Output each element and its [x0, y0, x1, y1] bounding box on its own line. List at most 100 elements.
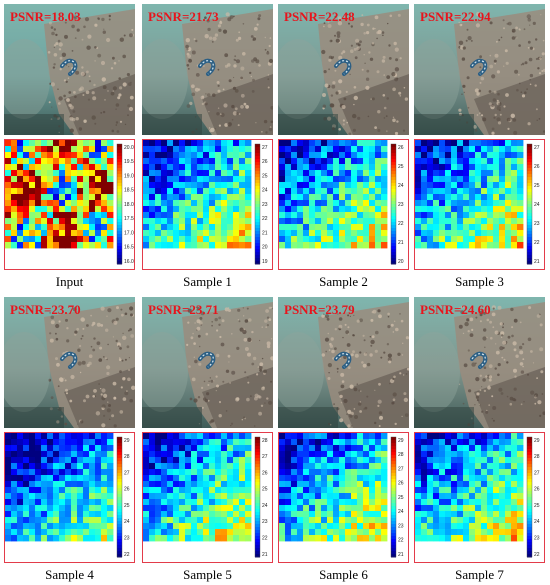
heatmap-cell	[345, 146, 352, 153]
heatmap-cell	[5, 146, 12, 153]
heatmap-cell	[475, 451, 482, 458]
heatmap-cell	[327, 146, 334, 153]
heatmap-cell	[369, 158, 376, 165]
heatmap-cell	[71, 523, 78, 530]
heatmap-cell	[185, 176, 192, 183]
heatmap-cell	[499, 439, 506, 446]
heatmap-cell	[433, 433, 440, 440]
heatmap-cell	[427, 194, 434, 201]
heatmap-cell	[65, 451, 72, 458]
heatmap-cell	[315, 451, 322, 458]
panel-caption: Input	[55, 274, 84, 289]
heatmap-cell	[209, 505, 216, 512]
heatmap-cell	[203, 445, 210, 452]
heatmap-cell	[29, 523, 36, 530]
heatmap-cell	[381, 242, 388, 249]
heatmap-cell	[65, 517, 72, 524]
heatmap-cell	[309, 140, 316, 147]
heatmap-cell	[71, 499, 78, 506]
heatmap-cell	[481, 445, 488, 452]
colorbar-segment	[255, 186, 260, 190]
colorbar-segment	[117, 213, 122, 217]
heatmap-cell	[291, 451, 298, 458]
heatmap-cell	[41, 236, 48, 243]
heatmap-cell	[227, 457, 234, 464]
heatmap-cell	[83, 242, 90, 249]
heatmap-cell	[203, 158, 210, 165]
heatmap-cell	[143, 517, 150, 524]
heatmap-cell	[499, 242, 506, 249]
heatmap-cell	[321, 182, 328, 189]
heatmap-cell	[29, 212, 36, 219]
colorbar-segment	[255, 542, 260, 546]
colorbar-segment	[255, 222, 260, 226]
heatmap-cell	[451, 529, 458, 536]
heatmap-cell	[107, 188, 114, 195]
heatmap-cell	[95, 236, 102, 243]
heatmap-cell	[239, 493, 246, 500]
heatmap-cell	[35, 146, 42, 153]
heatmap-cell	[149, 164, 156, 171]
heatmap-cell	[369, 176, 376, 183]
heatmap-cell	[357, 164, 364, 171]
heatmap-cell	[89, 146, 96, 153]
heatmap-cell	[439, 445, 446, 452]
heatmap-cell	[381, 439, 388, 446]
heatmap-cell	[481, 182, 488, 189]
heatmap-cell	[445, 152, 452, 159]
heatmap-cell	[297, 242, 304, 249]
heatmap-cell	[309, 511, 316, 518]
heatmap-cell	[463, 194, 470, 201]
colorbar-segment	[117, 470, 122, 474]
heatmap-cell	[155, 224, 162, 231]
heatmap-cell	[363, 236, 370, 243]
heatmap-cell	[89, 158, 96, 165]
heatmap-cell	[345, 481, 352, 488]
heatmap-cell	[239, 164, 246, 171]
colorbar-segment	[391, 467, 396, 471]
heatmap-cell	[303, 146, 310, 153]
heatmap-cell	[161, 212, 168, 219]
heatmap-cell	[427, 499, 434, 506]
heatmap-cell	[47, 152, 54, 159]
heatmap-cell	[357, 517, 364, 524]
colorbar-segment	[255, 440, 260, 444]
heatmap-cell	[167, 535, 174, 542]
colorbar-segment	[391, 195, 396, 199]
heatmap-frame: 29 28 27 26 25 24 23 22	[414, 432, 545, 563]
heatmap-cell	[511, 224, 518, 231]
heatmap-cell	[291, 439, 298, 446]
heatmap-cell	[315, 469, 322, 476]
heatmap-cell	[197, 469, 204, 476]
heatmap-cell	[227, 499, 234, 506]
colorbar-segment	[255, 165, 260, 169]
colorbar-segment	[255, 258, 260, 262]
colorbar-segment	[527, 201, 532, 205]
heatmap-cell	[439, 146, 446, 153]
heatmap-cell	[345, 194, 352, 201]
heatmap-cell	[511, 146, 518, 153]
heatmap-cell	[309, 517, 316, 524]
colorbar-tick-label: 22	[124, 552, 130, 558]
heatmap-cell	[101, 176, 108, 183]
heatmap-cell	[101, 439, 108, 446]
heatmap-cell	[203, 469, 210, 476]
colorbar-segment	[527, 518, 532, 522]
colorbar-tick-label: 19.0	[124, 173, 134, 179]
heatmap-cell	[83, 212, 90, 219]
heatmap-cell	[511, 469, 518, 476]
heatmap-cell	[245, 451, 252, 458]
heatmap-cell	[47, 188, 54, 195]
colorbar-tick-label: 24	[124, 519, 130, 525]
heatmap-cell	[167, 236, 174, 243]
heatmap-cell	[439, 188, 446, 195]
heatmap-cell	[345, 499, 352, 506]
heatmap-cell	[375, 164, 382, 171]
heatmap-cell	[505, 230, 512, 237]
heatmap-cell	[59, 200, 66, 207]
heatmap-cell	[227, 212, 234, 219]
colorbar-tick-label: 26	[534, 487, 540, 493]
colorbar-tick-label: 27	[262, 454, 268, 460]
heatmap-cell	[59, 164, 66, 171]
